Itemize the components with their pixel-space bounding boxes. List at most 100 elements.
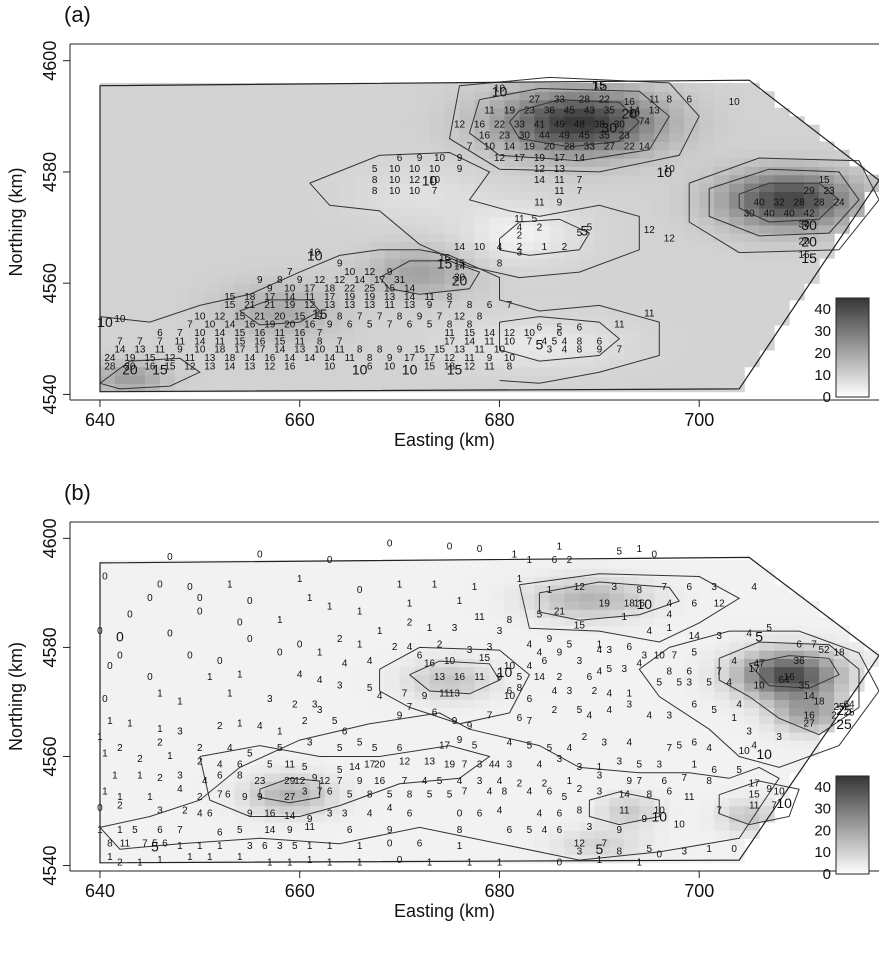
colorbar-tick-label: 30: [814, 801, 831, 818]
heatmap-cell: [129, 658, 146, 668]
heatmap-cell: [114, 633, 131, 643]
point-value-label: 4: [597, 667, 603, 678]
heatmap-cell: [384, 124, 401, 134]
heatmap-cell: [174, 576, 191, 586]
heatmap-cell: [714, 699, 730, 709]
heatmap-cell: [129, 723, 146, 733]
heatmap-cell: [249, 764, 266, 774]
heatmap-cell: [414, 805, 431, 815]
point-value-label: 9: [417, 311, 423, 322]
point-value-label: 1: [167, 751, 173, 762]
heatmap-cell: [534, 107, 551, 117]
heatmap-cell: [159, 82, 176, 92]
heatmap-cell: [669, 366, 685, 376]
heatmap-cell: [744, 116, 760, 126]
heatmap-cell: [594, 756, 610, 766]
heatmap-cell: [264, 846, 281, 856]
heatmap-cell: [714, 341, 730, 351]
heatmap-cell: [714, 838, 730, 848]
heatmap-cell: [504, 666, 521, 676]
heatmap-cell: [234, 149, 251, 159]
heatmap-cell: [204, 107, 221, 117]
point-value-label: 11: [619, 806, 630, 817]
heatmap-cell: [684, 224, 700, 234]
heatmap-cell: [264, 699, 281, 709]
point-value-label: 9: [287, 825, 293, 836]
heatmap-cell: [759, 617, 775, 627]
heatmap-cell: [309, 233, 326, 243]
heatmap-cell: [474, 333, 491, 343]
heatmap-cell: [579, 609, 595, 619]
point-value-label: 7: [437, 311, 443, 322]
heatmap-cell: [684, 609, 700, 619]
colorbar-step: [836, 780, 869, 784]
heatmap-cell: [489, 764, 506, 774]
heatmap-cell: [759, 707, 775, 717]
heatmap-cell: [279, 813, 296, 823]
heatmap-cell: [444, 650, 461, 659]
heatmap-cell: [279, 324, 296, 334]
heatmap-cell: [354, 666, 371, 676]
heatmap-cell: [519, 82, 536, 92]
point-value-label: 19: [264, 320, 276, 331]
heatmap-cell: [324, 682, 341, 692]
heatmap-cell: [249, 658, 266, 668]
heatmap-cell: [249, 723, 266, 733]
heatmap-cell: [324, 208, 341, 218]
heatmap-cell: [639, 715, 655, 725]
heatmap-cell: [549, 560, 565, 569]
heatmap-cell: [579, 789, 595, 798]
heatmap-cell: [144, 133, 161, 142]
heatmap-cell: [609, 715, 625, 725]
heatmap-cell: [429, 764, 446, 774]
heatmap-cell: [159, 650, 176, 659]
colorbar-step: [836, 866, 869, 870]
heatmap-cell: [669, 116, 685, 126]
point-value-label: 64: [779, 675, 791, 686]
heatmap-cell: [129, 707, 146, 717]
heatmap-cell: [444, 584, 461, 594]
heatmap-cell: [429, 333, 446, 343]
heatmap-cell: [189, 772, 206, 782]
heatmap-cell: [414, 124, 431, 134]
heatmap-cell: [654, 846, 670, 856]
heatmap-cell: [144, 199, 161, 209]
heatmap-cell: [549, 813, 565, 823]
heatmap-cell: [504, 124, 521, 134]
heatmap-cell: [639, 633, 655, 643]
heatmap-cell: [144, 191, 161, 201]
heatmap-cell: [774, 601, 790, 610]
point-value-label: 4: [587, 710, 593, 721]
heatmap-cell: [159, 805, 176, 815]
heatmap-cell: [444, 691, 461, 700]
heatmap-cell: [459, 82, 476, 92]
point-value-label: 14: [304, 353, 316, 364]
point-value-label: 7: [432, 186, 438, 197]
heatmap-cell: [489, 838, 506, 848]
colorbar-step: [836, 322, 869, 326]
heatmap-cell: [669, 682, 685, 692]
heatmap-cell: [429, 560, 446, 569]
heatmap-cell: [654, 789, 670, 798]
point-value-label: 3: [467, 645, 473, 656]
heatmap-cell: [594, 216, 610, 226]
heatmap-cell: [714, 299, 730, 309]
heatmap-cell: [474, 99, 491, 109]
heatmap-cell: [759, 592, 775, 602]
heatmap-cell: [699, 781, 715, 790]
heatmap-cell: [99, 568, 116, 578]
heatmap-cell: [174, 291, 191, 301]
heatmap-cell: [609, 609, 625, 619]
heatmap-cell: [339, 266, 356, 276]
heatmap-cell: [129, 174, 146, 184]
heatmap-cell: [369, 199, 386, 209]
heatmap-cell: [714, 748, 730, 758]
point-value-label: 16: [474, 119, 486, 130]
heatmap-cell: [99, 258, 116, 268]
heatmap-cell: [384, 208, 401, 218]
point-value-label: 19: [504, 106, 516, 117]
heatmap-cell: [264, 349, 281, 359]
heatmap-cell: [834, 199, 850, 209]
point-value-label: 10: [194, 311, 206, 322]
heatmap-cell: [384, 781, 401, 790]
